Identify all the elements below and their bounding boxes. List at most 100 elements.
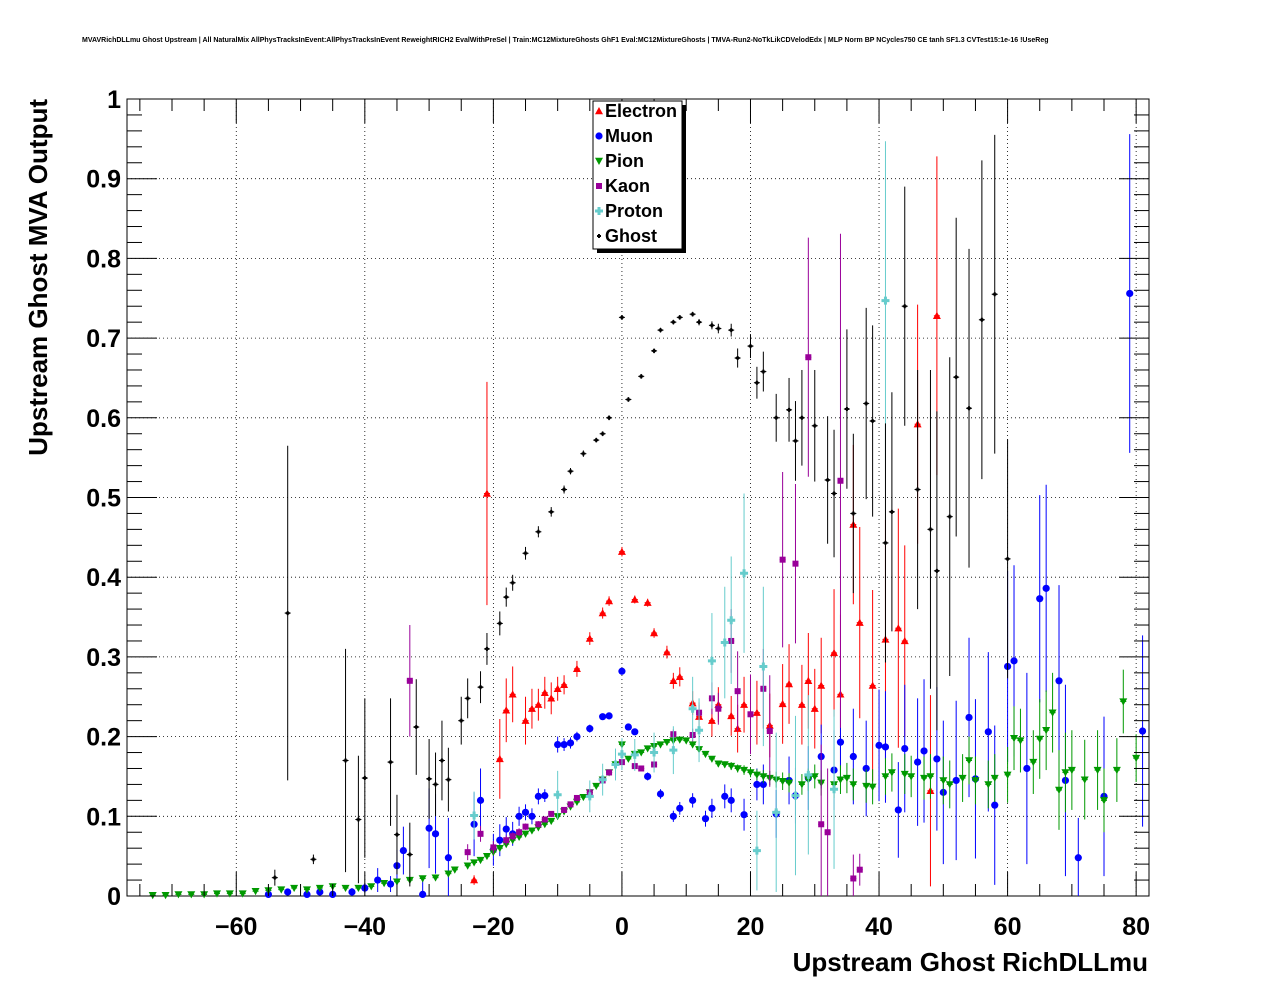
pion-point: [367, 883, 376, 891]
ghost-point: [607, 415, 612, 420]
ghost-point: [446, 777, 451, 782]
electron-point: [540, 688, 549, 696]
electron-point: [740, 700, 749, 708]
muon-point: [496, 836, 504, 844]
pion-point: [907, 773, 916, 781]
pion-point: [939, 777, 948, 785]
ghost-point: [915, 487, 920, 492]
ghost-point: [562, 487, 567, 492]
muon-point: [875, 741, 883, 749]
pion-point: [624, 755, 633, 763]
muon-point: [425, 824, 433, 832]
pion-point: [1048, 709, 1057, 717]
electron-point: [797, 700, 806, 708]
muon-point: [605, 712, 613, 720]
ghost-point: [761, 369, 766, 374]
pion-point: [945, 781, 954, 789]
electron-point: [810, 704, 819, 712]
proton-point: [598, 775, 607, 784]
muon-legend-marker: [595, 132, 603, 140]
muon-point: [502, 825, 510, 833]
x-tick-label: −60: [215, 913, 257, 941]
electron-point: [817, 681, 826, 689]
pion-point: [174, 891, 183, 899]
kaon-point: [503, 837, 510, 844]
ghost-point: [870, 418, 875, 423]
ghost-point: [716, 326, 721, 331]
ghost-point: [748, 344, 753, 349]
ghost-series: [271, 134, 1011, 887]
pion-point: [682, 737, 691, 745]
pion-point: [778, 778, 787, 786]
kaon-point: [824, 829, 831, 836]
electron-point: [534, 700, 543, 708]
muon-point: [644, 772, 652, 781]
axes: −60 −40 −20 0 20 40 60 80 0 0.1 0.2 0.3 0.4 0.5 0.6 0.7…: [86, 86, 1150, 941]
proton-point: [585, 792, 594, 801]
muon-point: [1126, 289, 1134, 298]
muon-point: [894, 806, 902, 814]
kaon-point: [747, 711, 754, 718]
pion-point: [842, 774, 851, 783]
pion-point: [315, 884, 324, 893]
muon-point: [374, 876, 382, 884]
pion-point: [836, 776, 845, 784]
pion-point: [958, 774, 967, 783]
pion-point: [527, 827, 536, 835]
electron-point: [572, 664, 581, 673]
ghost-point: [407, 852, 412, 857]
ghost-point: [883, 540, 888, 545]
ghost-point: [536, 529, 541, 534]
kaon-point: [837, 477, 844, 484]
ghost-point: [812, 423, 817, 428]
muon-legend-label: Muon: [605, 126, 653, 146]
pion-point: [1132, 754, 1141, 763]
electron-point: [643, 598, 652, 606]
x-tick-label: 40: [865, 913, 893, 941]
y-tick-label: 0: [107, 883, 121, 911]
x-tick-label: 80: [1122, 913, 1150, 941]
ghost-point: [523, 551, 528, 556]
ghost-point: [690, 312, 695, 317]
ghost-point: [549, 509, 554, 514]
kaon-point: [715, 705, 722, 712]
electron-legend-marker: [595, 107, 603, 115]
pion-point: [1112, 766, 1121, 775]
pion-point: [752, 771, 761, 779]
kaon-point: [638, 765, 645, 772]
pion-point: [643, 745, 652, 753]
pion-point: [238, 890, 247, 898]
muon-point: [984, 728, 992, 736]
pion-point: [810, 773, 819, 781]
kaon-point: [792, 560, 799, 567]
kaon-point: [567, 801, 574, 808]
muon-point: [991, 801, 999, 809]
ghost-point: [729, 328, 734, 333]
pion-point: [887, 769, 896, 777]
pion-point: [849, 781, 858, 789]
ghost-point: [343, 758, 348, 763]
kaon-point: [509, 833, 516, 840]
pion-point: [476, 856, 485, 865]
ghost-point: [992, 292, 997, 297]
x-tick-label: −40: [344, 913, 386, 941]
muon-point: [689, 796, 697, 804]
x-axis-title: Upstream Ghost RichDLLmu: [793, 947, 1148, 977]
electron-point: [527, 704, 536, 712]
ghost-point: [979, 317, 984, 322]
proton-point: [669, 746, 678, 755]
ghost-point: [581, 451, 586, 456]
muon-point: [560, 740, 568, 749]
proton-point: [727, 616, 736, 625]
ghost-point: [414, 725, 419, 730]
pion-point: [515, 833, 524, 842]
y-tick-label: 0.1: [86, 803, 121, 831]
ghost-point: [484, 646, 489, 651]
muon-point: [534, 792, 542, 800]
ghost-point: [658, 328, 663, 333]
electron-point: [707, 716, 716, 724]
pion-point: [1029, 758, 1038, 767]
ghost-point: [594, 438, 599, 443]
muon-point: [476, 796, 485, 804]
chart-title: MVAVRichDLLmu Ghost Upstream | All Natur…: [82, 37, 1049, 44]
